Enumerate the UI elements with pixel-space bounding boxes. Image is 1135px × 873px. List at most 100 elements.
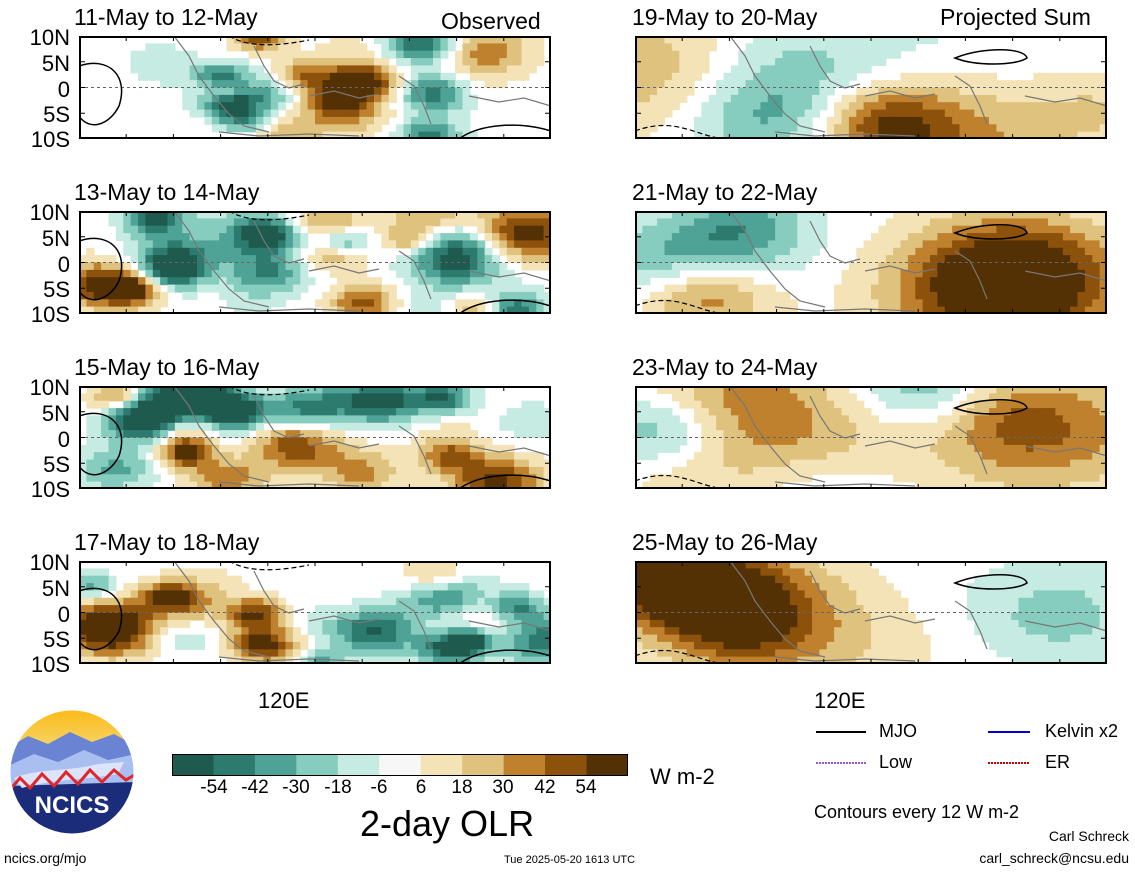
- colorbar-swatch: [462, 754, 505, 776]
- mjo-contour: [79, 412, 551, 489]
- lat-label: 0: [57, 602, 70, 627]
- colorbar-tick: -30: [282, 777, 310, 798]
- legend-line-er: [988, 762, 1030, 764]
- colorbar-tick: -42: [241, 777, 269, 798]
- panel-frame: [79, 561, 551, 664]
- mjo-contour: [952, 49, 1028, 65]
- coastline: [173, 211, 551, 312]
- panel-title-obs-2: 13-May to 14-May: [74, 179, 260, 205]
- legend-line-kelvin: [988, 731, 1030, 733]
- lat-label: 5N: [41, 51, 70, 76]
- coastline: [173, 561, 551, 662]
- lon-label-proj: 120E: [814, 688, 866, 713]
- map-panel-obs-3: [79, 386, 551, 489]
- lat-label: 5S: [43, 277, 70, 302]
- observed-label: Observed: [441, 8, 541, 34]
- colorbar-swatch: [254, 754, 297, 776]
- mjo-contour-negative: [228, 386, 310, 396]
- colorbar-units: W m-2: [650, 764, 715, 789]
- source-link[interactable]: ncics.org/mjo: [4, 850, 87, 866]
- panel-title-proj-4: 25-May to 26-May: [632, 529, 818, 555]
- projected-label: Projected Sum: [940, 4, 1091, 30]
- mjo-contour: [952, 399, 1028, 415]
- colorbar-tick: -54: [200, 777, 228, 798]
- panel-frame: [79, 36, 551, 139]
- lat-label: 10S: [30, 652, 70, 677]
- legend-label-er: ER: [1045, 752, 1071, 772]
- colorbar-swatch: [545, 754, 588, 776]
- map-panel-proj-1: [635, 36, 1107, 139]
- lat-label: 10S: [30, 127, 70, 152]
- colorbar-title: 2-day OLR: [360, 803, 535, 844]
- map-panel-proj-2: [635, 211, 1107, 314]
- mjo-contour: [952, 224, 1028, 240]
- panel-title-proj-3: 23-May to 24-May: [632, 354, 818, 380]
- colorbar-tick: -18: [324, 777, 352, 798]
- colorbar-swatch: [337, 754, 380, 776]
- panel-title-obs-1: 11-May to 12-May: [74, 4, 258, 30]
- mjo-contour-negative: [228, 36, 310, 46]
- lat-label: 10S: [30, 302, 70, 327]
- lat-label: 5N: [41, 576, 70, 601]
- panel-frame: [635, 386, 1107, 489]
- lat-label: 10S: [30, 477, 70, 502]
- coastline: [173, 36, 551, 137]
- colorbar-swatch: [172, 754, 214, 776]
- panel-frame: [79, 386, 551, 489]
- lat-label: 0: [57, 77, 70, 102]
- panel-frame: [635, 561, 1107, 664]
- colorbar-tick: 18: [451, 777, 473, 798]
- lat-label: 0: [57, 252, 70, 277]
- colorbar-tick: -6: [370, 777, 388, 798]
- legend-label-mjo: MJO: [879, 721, 917, 741]
- lat-label: 0: [57, 427, 70, 452]
- lat-label: 10N: [29, 25, 70, 50]
- lat-label: 10N: [29, 200, 70, 225]
- author-credit: Carl Schreck: [1048, 828, 1129, 844]
- lat-label: 10N: [29, 550, 70, 575]
- colorbar-swatch: [503, 754, 546, 776]
- colorbar-swatch: [296, 754, 339, 776]
- lat-label: 5S: [43, 102, 70, 127]
- colorbar-tick: 30: [492, 777, 514, 798]
- lon-label-obs: 120E: [258, 688, 310, 713]
- mjo-contour: [79, 237, 551, 314]
- coastline: [729, 386, 1107, 487]
- logo-text: NCICS: [35, 792, 110, 819]
- mjo-contour-negative: [228, 561, 310, 571]
- panel-frame: [635, 36, 1107, 139]
- colorbar-swatch: [213, 754, 256, 776]
- legend-label-kelvin: Kelvin x2: [1045, 721, 1119, 741]
- mjo-contour-negative: [228, 211, 310, 221]
- contour-note: Contours every 12 W m-2: [814, 802, 1020, 822]
- legend-line-low: [816, 762, 866, 764]
- coastline: [729, 36, 1107, 137]
- panel-title-proj-2: 21-May to 22-May: [632, 179, 818, 205]
- lat-label: 5S: [43, 627, 70, 652]
- colorbar-tick: 42: [534, 777, 556, 798]
- panel-frame: [79, 211, 551, 314]
- legend-label-low: Low: [879, 752, 913, 772]
- panel-title-obs-4: 17-May to 18-May: [74, 529, 260, 555]
- ncics-logo: NCICS: [9, 709, 135, 835]
- map-panel-obs-2: [79, 211, 551, 314]
- colorbar-swatch: [379, 754, 422, 776]
- lat-label: 5N: [41, 401, 70, 426]
- colorbar-tick: 54: [575, 777, 597, 798]
- map-panel-obs-4: [79, 561, 551, 664]
- colorbar: [172, 754, 628, 776]
- mjo-contour: [79, 62, 551, 139]
- map-panel-proj-4: [635, 561, 1107, 664]
- legend-line-mjo: [816, 731, 866, 733]
- panel-frame: [635, 211, 1107, 314]
- coastline: [173, 386, 551, 487]
- lat-label: 5N: [41, 226, 70, 251]
- colorbar-swatch: [586, 754, 628, 776]
- panel-title-proj-1: 19-May to 20-May: [632, 4, 818, 30]
- lat-label: 5S: [43, 452, 70, 477]
- colorbar-tick: 6: [415, 777, 427, 798]
- panel-title-obs-3: 15-May to 16-May: [74, 354, 260, 380]
- author-email[interactable]: carl_schreck@ncsu.edu: [979, 850, 1129, 866]
- coastline: [729, 561, 1107, 662]
- lat-label: 10N: [29, 375, 70, 400]
